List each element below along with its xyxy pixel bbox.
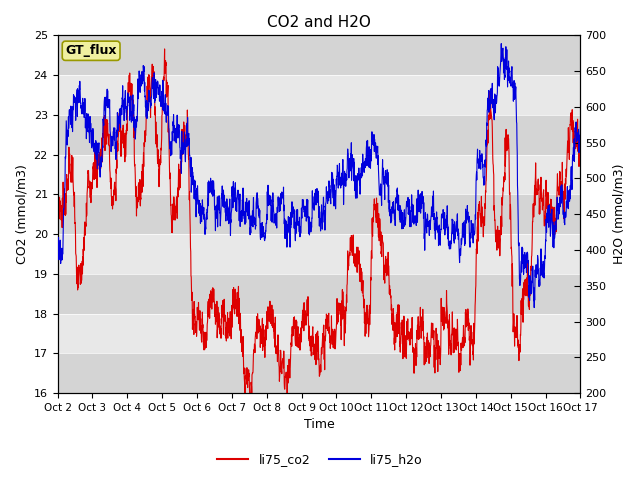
X-axis label: Time: Time bbox=[303, 419, 334, 432]
Bar bbox=[58, 115, 580, 155]
Bar bbox=[58, 36, 580, 75]
Bar bbox=[58, 274, 580, 313]
Title: CO2 and H2O: CO2 and H2O bbox=[267, 15, 371, 30]
Text: GT_flux: GT_flux bbox=[65, 44, 117, 57]
Bar bbox=[58, 234, 580, 274]
Y-axis label: CO2 (mmol/m3): CO2 (mmol/m3) bbox=[15, 164, 28, 264]
Bar bbox=[58, 155, 580, 194]
Bar bbox=[58, 313, 580, 353]
Bar bbox=[58, 194, 580, 234]
Legend: li75_co2, li75_h2o: li75_co2, li75_h2o bbox=[212, 448, 428, 471]
Y-axis label: H2O (mmol/m3): H2O (mmol/m3) bbox=[612, 164, 625, 264]
Bar bbox=[58, 75, 580, 115]
Bar bbox=[58, 353, 580, 393]
